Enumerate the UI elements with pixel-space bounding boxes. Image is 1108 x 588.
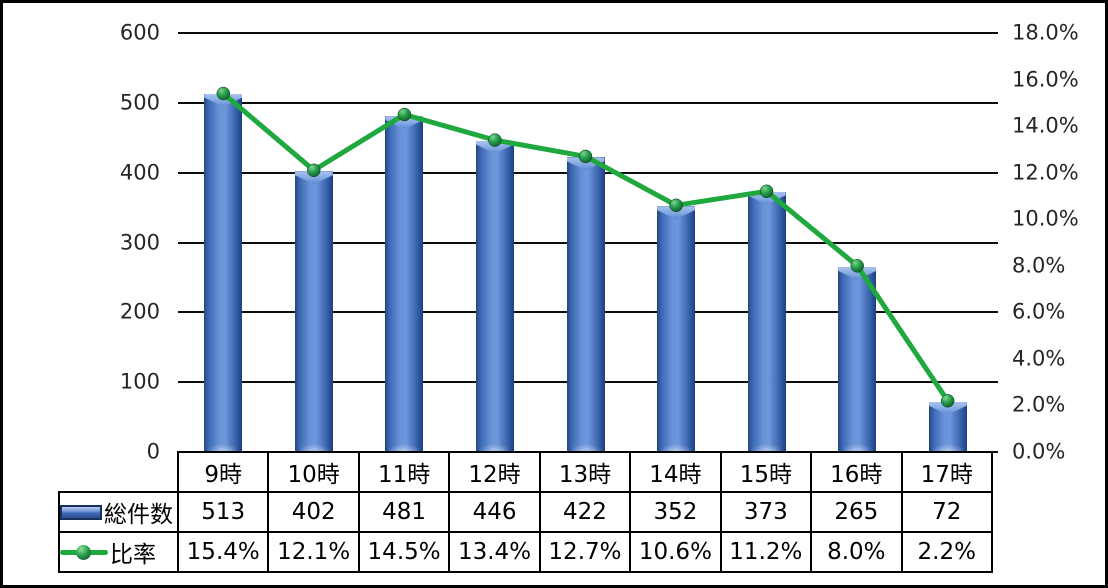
value-cell: 72	[900, 491, 993, 533]
value-cell: 14.5%	[357, 531, 451, 573]
marker-9時	[216, 86, 231, 101]
category-header-cell: 12時	[448, 451, 541, 493]
category-header-cell: 10時	[267, 451, 360, 493]
left-axis-label: 500	[119, 90, 160, 115]
category-header-cell: 9時	[176, 451, 270, 493]
value-cell: 446	[448, 491, 541, 533]
value-cell: 481	[357, 491, 451, 533]
bar-bottom-bevel	[204, 441, 243, 452]
bar-series-swatch-icon	[61, 504, 102, 520]
marker-10時	[307, 163, 321, 178]
line-series-swatch-icon	[61, 544, 108, 560]
bar-bottom-bevel	[566, 441, 605, 452]
plot-area	[178, 32, 998, 453]
bar-bottom-bevel	[385, 441, 424, 452]
bar-15時	[747, 191, 786, 452]
bar-12時	[475, 140, 514, 452]
value-cell: 513	[176, 491, 270, 533]
right-axis-label: 8.0%	[1012, 253, 1066, 278]
right-axis-label: 12.0%	[1012, 160, 1079, 185]
bar-9時	[204, 93, 243, 452]
marker-17時	[940, 394, 955, 408]
table-data-row: 総件数 513 402 481 446 422 352 373 265 72	[58, 491, 993, 533]
bar-11時	[385, 116, 424, 452]
data-table: 9時 10時 11時 12時 13時 14時 15時 16時 17時 総件数 513 402 481 44…	[58, 451, 993, 573]
category-header-cell: 17時	[900, 451, 993, 493]
bar-16時	[838, 266, 877, 452]
category-header-cell: 13時	[538, 451, 632, 493]
right-axis-label: 2.0%	[1012, 392, 1066, 417]
bar-17時	[928, 401, 967, 452]
value-cell: 422	[538, 491, 632, 533]
legend-cell-line-series: 比率	[58, 531, 179, 573]
left-axis-label: 0	[146, 439, 160, 464]
bar-10時	[294, 171, 333, 452]
value-cell: 352	[629, 491, 722, 533]
left-axis-label: 400	[119, 160, 160, 185]
marker-15時	[759, 184, 774, 199]
bar-14時	[657, 206, 696, 452]
right-axis-label: 4.0%	[1012, 346, 1066, 371]
legend-key: 総件数	[61, 495, 176, 529]
category-header-cell: 15時	[719, 451, 813, 493]
bar-bottom-bevel	[294, 441, 333, 452]
table-header-row: 9時 10時 11時 12時 13時 14時 15時 16時 17時	[59, 451, 993, 493]
value-cell: 12.1%	[267, 531, 360, 573]
value-cell: 265	[810, 491, 903, 533]
bar-bottom-bevel	[838, 441, 877, 452]
left-axis-label: 100	[119, 369, 160, 394]
value-cell: 10.6%	[629, 531, 722, 573]
marker-11時	[397, 107, 412, 122]
marker-13時	[578, 149, 593, 164]
marker-16時	[850, 259, 864, 273]
value-cell: 12.7%	[538, 531, 632, 573]
value-cell: 2.2%	[900, 531, 993, 573]
value-cell: 11.2%	[719, 531, 813, 573]
value-cell: 402	[267, 491, 360, 533]
category-header-cell: 11時	[357, 451, 451, 493]
line-swatch-marker	[76, 544, 91, 560]
legend-cell-bar-series: 総件数	[58, 491, 179, 533]
marker-14時	[669, 198, 683, 213]
bar-bottom-bevel	[475, 441, 514, 452]
line-series	[216, 86, 955, 408]
bar-bottom-bevel	[657, 441, 696, 452]
value-cell: 15.4%	[176, 531, 270, 573]
value-cell: 13.4%	[448, 531, 541, 573]
right-axis-label: 16.0%	[1012, 67, 1079, 92]
grid-line	[178, 101, 998, 104]
right-axis-label: 6.0%	[1012, 299, 1066, 324]
category-header-cell: 16時	[810, 451, 903, 493]
value-cell: 373	[719, 491, 813, 533]
left-axis-label: 200	[119, 299, 160, 324]
legend-key: 比率	[61, 535, 176, 569]
value-cell: 8.0%	[810, 531, 903, 573]
right-axis-label: 14.0%	[1012, 113, 1079, 138]
right-axis-label: 0.0%	[1012, 439, 1066, 464]
left-axis-label: 300	[119, 230, 160, 254]
grid-line	[178, 32, 998, 34]
category-header-cell: 14時	[629, 451, 722, 493]
right-axis-label: 18.0%	[1012, 20, 1079, 45]
bar-bottom-bevel	[747, 441, 786, 452]
bar-bottom-bevel	[928, 441, 967, 452]
legend-label: 比率	[110, 542, 156, 568]
legend-label: 総件数	[104, 502, 173, 528]
left-axis-label: 600	[119, 20, 160, 45]
marker-12時	[488, 133, 502, 147]
right-axis-label: 10.0%	[1012, 206, 1079, 231]
table-data-row: 比率 15.4% 12.1% 14.5% 13.4% 12.7% 10.6% 11.2% 8.0…	[58, 531, 993, 573]
